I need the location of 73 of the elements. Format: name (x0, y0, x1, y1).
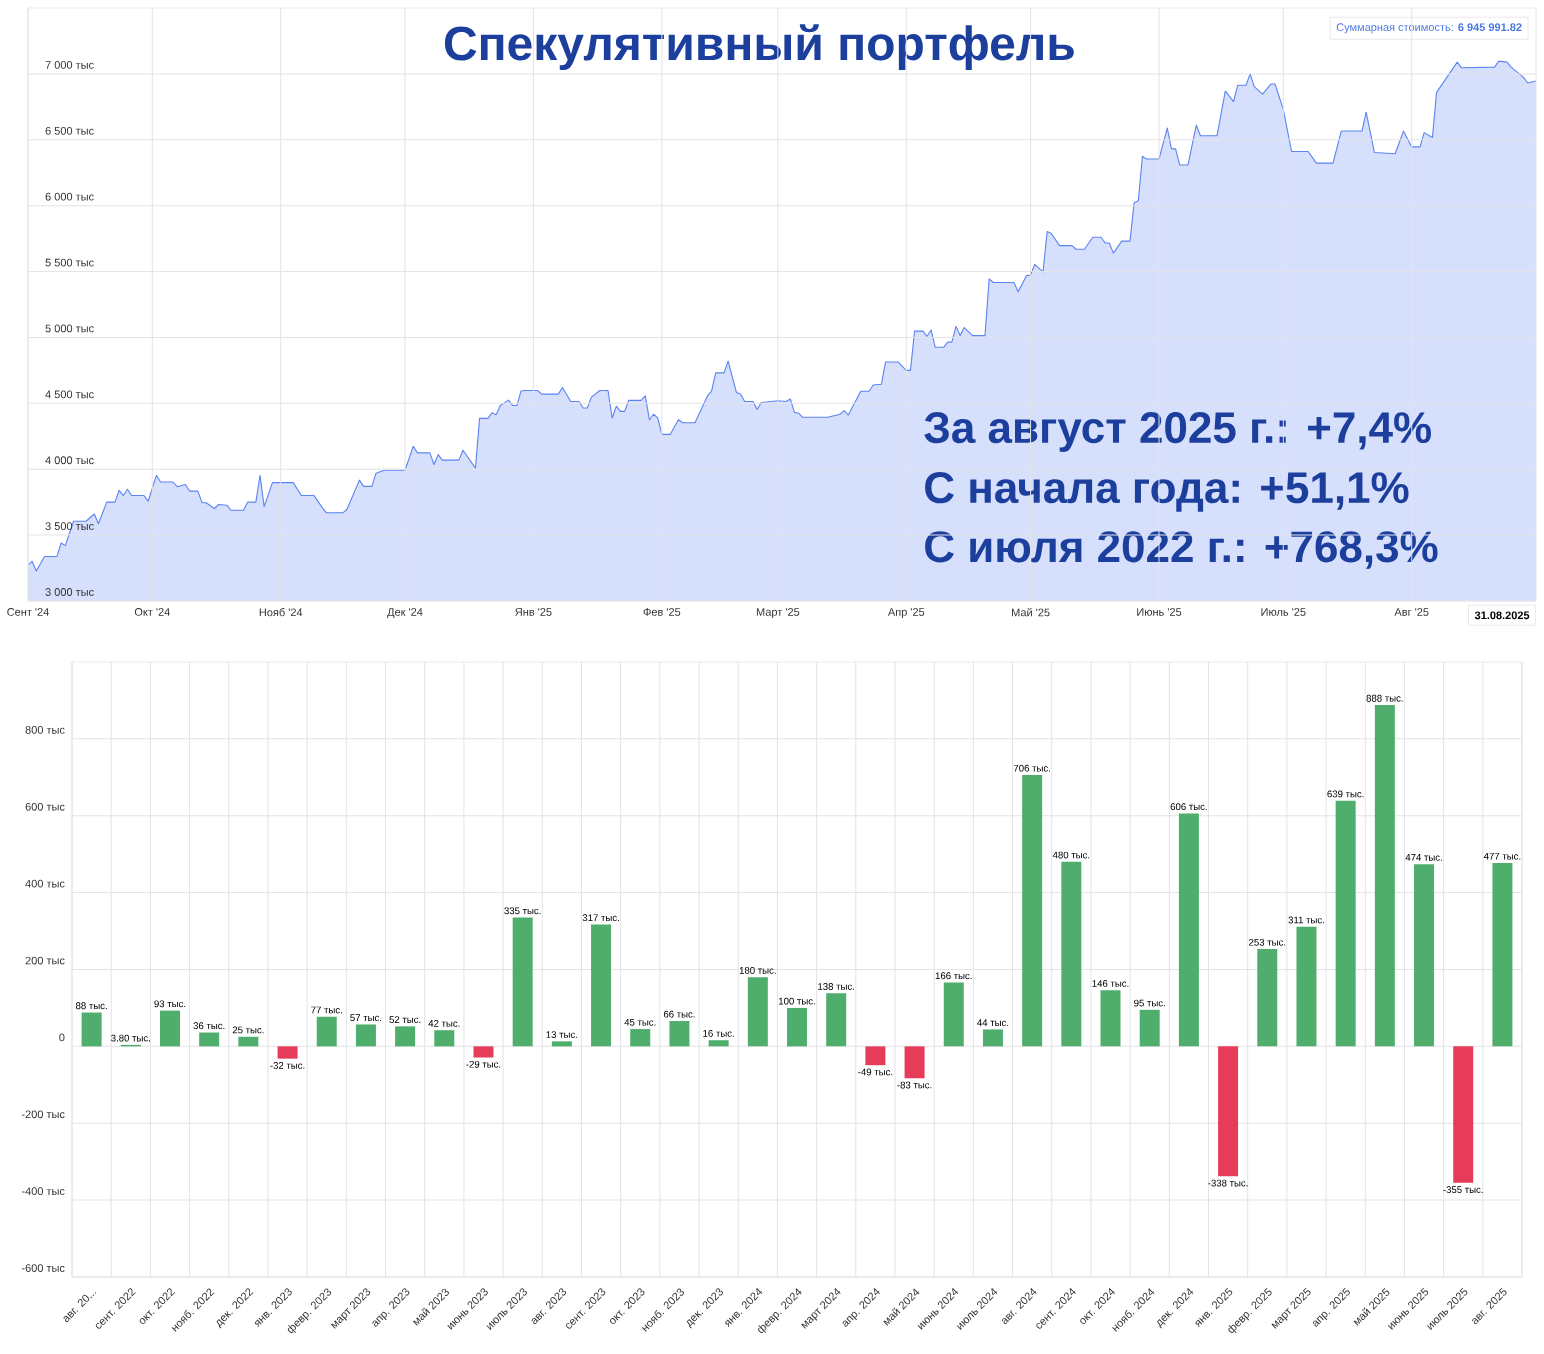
data-label: 44 тыс. (977, 1019, 1009, 1027)
x-tick-label: Апр '25 (887, 608, 925, 619)
data-label: 706 тыс. (1013, 764, 1050, 772)
x-tick-label: авг. 20... (63, 1292, 97, 1323)
x-tick-label: Дек '24 (387, 608, 423, 618)
annotation: С начала года: +51,1% (925, 472, 1409, 512)
data-label: -49 тыс. (858, 1068, 893, 1076)
data-label: 66 тыс. (663, 1010, 695, 1018)
data-label: 477 тыс. (1483, 852, 1521, 860)
data-label: 606 тыс. (1170, 803, 1207, 811)
y-tick-label: 6 000 тыс (45, 192, 94, 201)
data-label: 100 тыс. (779, 997, 815, 1005)
y-tick-label: 400 тыс (25, 879, 65, 888)
x-tick-label: Янв '25 (515, 608, 552, 616)
data-label: 13 тыс. (546, 1031, 578, 1038)
y-tick-label: 4 500 тыс (45, 390, 94, 399)
y-tick-label: 0 (59, 1033, 65, 1042)
data-label: 36 тыс. (193, 1022, 225, 1030)
data-label: 335 тыс. (504, 907, 541, 915)
y-tick-label: 3 000 тыс (45, 588, 94, 596)
data-label: -29 тыс. (466, 1060, 501, 1068)
data-label: 25 тыс. (232, 1026, 264, 1034)
y-tick-label: -400 тыс (21, 1187, 65, 1196)
x-tick-label: Март '25 (756, 608, 800, 619)
y-tick-label: 200 тыс (25, 956, 65, 965)
data-label: 77 тыс. (311, 1006, 342, 1014)
data-label: 639 тыс. (1327, 790, 1364, 798)
data-label: -83 тыс. (897, 1081, 932, 1089)
data-label: 146 тыс. (1092, 980, 1129, 987)
data-label: 88 тыс. (75, 1002, 107, 1010)
y-tick-label: 5 000 тыс (45, 324, 94, 333)
data-label: 317 тыс. (582, 914, 619, 922)
y-tick-label: 600 тыс (25, 802, 65, 811)
x-tick-label: Окт '24 (134, 608, 170, 616)
y-tick-label: 800 тыс (25, 726, 65, 734)
x-tick-label: Фев '25 (643, 608, 681, 616)
x-tick-label: Нояб '24 (259, 608, 303, 617)
data-label: 138 тыс. (818, 983, 855, 990)
y-tick-label: 6 500 тыс (45, 126, 94, 135)
data-label: 311 тыс. (1288, 916, 1324, 924)
x-tick-label: Сент '24 (7, 608, 49, 616)
data-label: 180 тыс. (739, 966, 776, 974)
annotation: Суммарная стоимость: 6 945 991.82 (1336, 23, 1522, 34)
y-tick-label: 4 000 тыс (45, 456, 94, 465)
data-label: 93 тыс. (154, 1000, 186, 1008)
y-tick-label: -200 тыс (21, 1110, 65, 1119)
chart-title: Спекулятивный портфель (444, 24, 1074, 70)
data-label: -355 тыс. (1443, 1186, 1483, 1194)
x-tick-label: Июнь '25 (1137, 608, 1182, 616)
x-tick-label: Май '25 (1012, 608, 1050, 617)
y-tick-label: -600 тыс (21, 1264, 65, 1272)
data-label: 16 тыс. (703, 1030, 734, 1037)
data-label: 42 тыс. (428, 1020, 460, 1027)
x-tick-label: Авг '25 (1394, 608, 1429, 616)
data-label: -32 тыс. (270, 1062, 305, 1069)
data-label: 166 тыс. (935, 972, 972, 980)
annotation: С июля 2022 г.: +768,3% (925, 531, 1438, 569)
data-label: 888 тыс. (1366, 694, 1403, 702)
data-label: 52 тыс. (389, 1016, 421, 1023)
y-tick-label: 5 500 тыс (45, 258, 94, 267)
data-label: 57 тыс. (350, 1014, 382, 1022)
data-label: 253 тыс. (1249, 938, 1286, 946)
annotation: За август 2025 г.: +7,4% (924, 412, 1431, 452)
data-label: 474 тыс. (1405, 854, 1442, 861)
y-tick-label: 7 000 тыс (45, 61, 94, 69)
x-tick-label: Июль '25 (1261, 608, 1306, 616)
text: 31.08.2025 (1474, 611, 1530, 620)
data-label: -338 тыс. (1208, 1179, 1248, 1187)
data-label: 480 тыс. (1052, 851, 1090, 859)
data-label: 45 тыс. (624, 1018, 656, 1026)
y-tick-label: 3 500 тыс (45, 522, 94, 531)
data-label: 95 тыс. (1134, 999, 1165, 1007)
data-label: 3.80 тыс. (111, 1034, 150, 1042)
